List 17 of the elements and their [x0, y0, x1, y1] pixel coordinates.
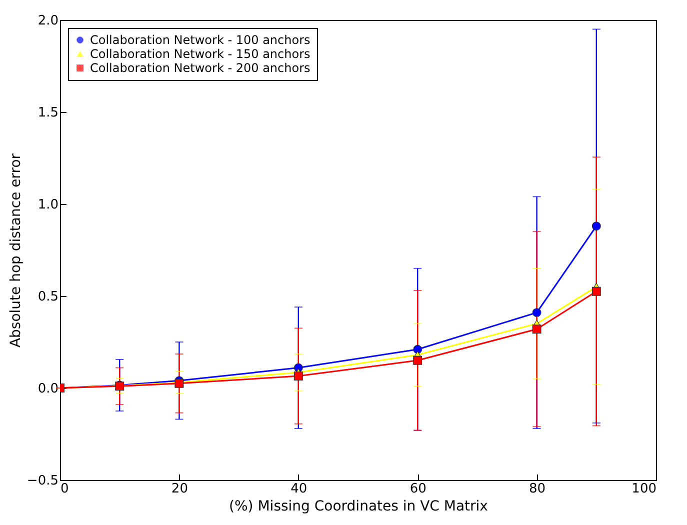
legend-label: Collaboration Network - 100 anchors [90, 33, 310, 47]
y-tick-label: 0.5 [38, 290, 58, 304]
x-tick-label: 60 [410, 482, 426, 496]
x-tick-label: 0 [60, 482, 69, 496]
x-tick-label: 20 [171, 482, 188, 496]
legend-label: Collaboration Network - 150 anchors [90, 47, 310, 61]
y-tick-label: 1.0 [38, 198, 58, 212]
y-tick-label: −0.5 [26, 474, 58, 488]
x-tick-label: 40 [290, 482, 308, 496]
y-tick-label: 1.5 [38, 106, 58, 120]
x-tick-label: 80 [529, 482, 546, 496]
y-tick-label: 2.0 [38, 14, 58, 28]
x-tick-label: 100 [632, 482, 656, 496]
y-axis-title: Absolute hop distance error [8, 153, 24, 348]
y-tick-label: 0.0 [38, 382, 58, 396]
x-axis-title: (%) Missing Coordinates in VC Matrix [229, 498, 488, 514]
legend-label: Collaboration Network - 200 anchors [90, 61, 310, 75]
